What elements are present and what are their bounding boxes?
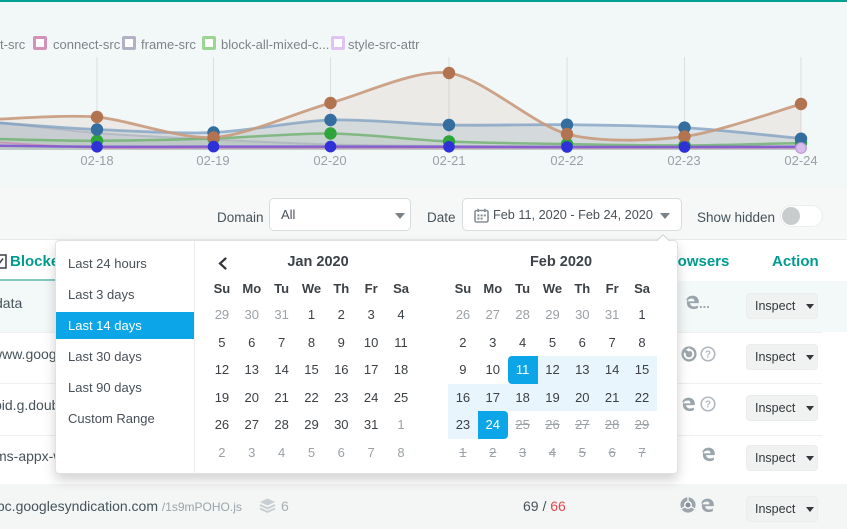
svg-text:?: ? — [705, 400, 711, 411]
svg-text:?: ? — [705, 349, 711, 360]
